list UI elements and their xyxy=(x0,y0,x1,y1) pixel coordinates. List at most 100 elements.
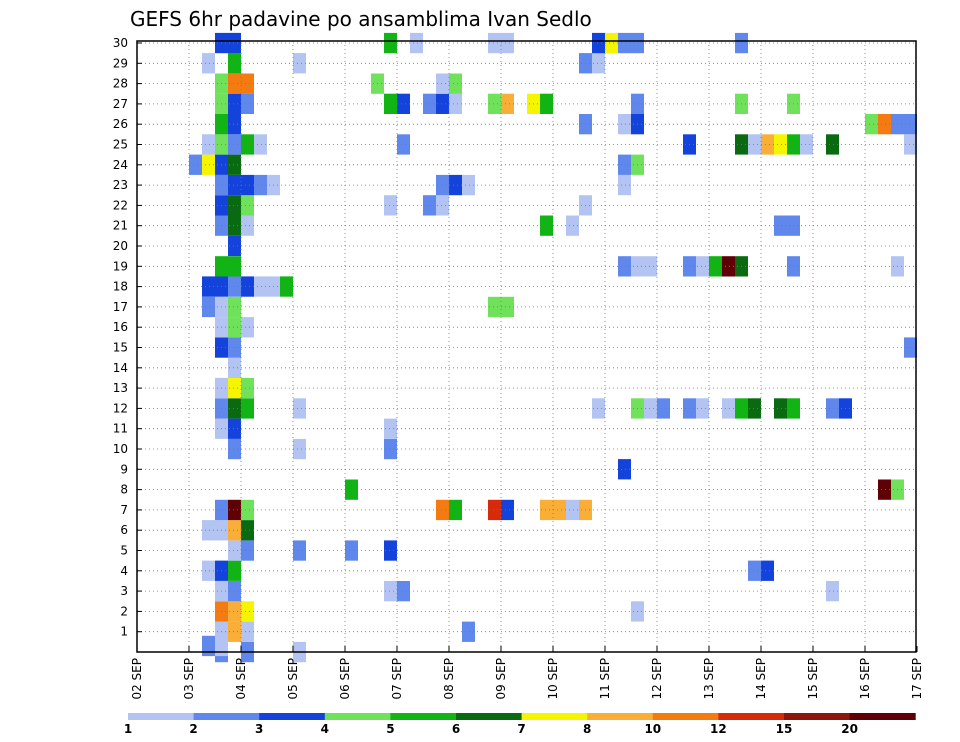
heat-cell xyxy=(202,520,215,541)
heat-cell xyxy=(384,438,397,460)
heat-cell xyxy=(228,256,241,277)
x-tick-label: 04 SEP xyxy=(234,658,248,700)
heat-cell xyxy=(228,357,241,378)
heat-cell xyxy=(228,418,241,439)
heat-cell xyxy=(436,195,449,216)
heat-cell xyxy=(202,154,215,175)
heat-cell xyxy=(384,418,397,439)
heat-cell xyxy=(241,93,254,114)
heat-cell xyxy=(800,134,813,155)
heat-cell xyxy=(293,438,306,460)
heat-cell xyxy=(748,560,761,581)
heat-cell xyxy=(241,195,254,216)
heat-cell xyxy=(228,195,241,216)
y-tick-label: 15 xyxy=(113,341,128,355)
y-tick-label: 29 xyxy=(113,56,128,70)
x-tick-label: 10 SEP xyxy=(546,658,560,700)
y-tick-label: 13 xyxy=(113,381,128,395)
heat-cell xyxy=(202,53,215,74)
colorbar-segment xyxy=(128,713,195,720)
heat-cell xyxy=(761,560,774,581)
heat-cell xyxy=(761,134,774,155)
heat-cell xyxy=(449,93,462,114)
colorbar-segment xyxy=(718,713,785,720)
colorbar-segment xyxy=(521,713,588,720)
heat-cell xyxy=(696,256,709,277)
y-tick-label: 17 xyxy=(113,300,128,314)
heat-cell xyxy=(228,499,241,521)
x-tick-label: 03 SEP xyxy=(182,658,196,700)
x-tick-label: 13 SEP xyxy=(702,658,716,700)
heat-cell xyxy=(592,398,605,419)
heat-cell xyxy=(228,581,241,602)
y-tick-label: 10 xyxy=(113,442,128,456)
heat-cell xyxy=(228,154,241,175)
y-tick-label: 9 xyxy=(120,462,128,476)
heat-cell xyxy=(449,73,462,94)
chart-title: GEFS 6hr padavine po ansamblima Ivan Sed… xyxy=(130,7,592,31)
heat-cell xyxy=(774,398,787,419)
cells-layer xyxy=(189,32,917,663)
heat-cell xyxy=(241,398,254,419)
heat-cell xyxy=(228,317,241,338)
colorbar-segment xyxy=(587,713,654,720)
heat-cell xyxy=(241,174,254,196)
colorbar-label: 4 xyxy=(321,722,329,736)
heat-cell xyxy=(228,134,241,155)
heat-cell xyxy=(241,377,254,399)
heat-cell xyxy=(293,540,306,561)
heat-cell xyxy=(241,520,254,541)
heat-cell xyxy=(384,540,397,561)
heat-cell xyxy=(878,479,891,500)
heat-cell xyxy=(397,93,410,114)
colorbar-label: 15 xyxy=(776,722,793,736)
heat-cell xyxy=(501,499,514,521)
y-tick-label: 2 xyxy=(120,604,128,618)
heat-cell xyxy=(241,540,254,561)
x-tick-label: 11 SEP xyxy=(598,658,612,700)
heat-cell xyxy=(202,560,215,581)
colorbar-label: 5 xyxy=(386,722,394,736)
heat-cell xyxy=(228,174,241,196)
heat-cell xyxy=(540,215,553,236)
heat-cell xyxy=(644,256,657,277)
heat-cell xyxy=(540,499,553,521)
y-tick-label: 18 xyxy=(113,280,128,294)
heat-cell xyxy=(189,154,202,175)
y-tick-label: 7 xyxy=(120,503,128,517)
heat-cell xyxy=(488,296,501,318)
heat-cell xyxy=(202,134,215,155)
x-tick-label: 12 SEP xyxy=(650,658,664,700)
heat-cell xyxy=(566,499,579,521)
heat-cell xyxy=(254,276,267,297)
heat-cell xyxy=(345,540,358,561)
heat-cell xyxy=(618,459,631,480)
heat-cell xyxy=(293,53,306,74)
colorbar-label: 12 xyxy=(710,722,727,736)
heat-cell xyxy=(384,32,397,54)
heat-cell xyxy=(293,398,306,419)
heat-cell xyxy=(865,114,878,135)
heat-cell xyxy=(462,174,475,196)
heat-cell xyxy=(254,134,267,155)
heat-cell xyxy=(241,601,254,622)
heat-cell xyxy=(826,398,839,419)
heat-cell xyxy=(540,93,553,114)
heat-cell xyxy=(241,134,254,155)
heat-cell xyxy=(449,174,462,196)
heat-cell xyxy=(254,174,267,196)
y-tick-label: 16 xyxy=(113,320,128,334)
heat-cell xyxy=(228,398,241,419)
heat-cell xyxy=(566,215,579,236)
colorbar-segment xyxy=(193,713,260,720)
heat-cell xyxy=(228,520,241,541)
heat-cell xyxy=(488,32,501,54)
heat-cell xyxy=(280,276,293,297)
heat-cell xyxy=(618,174,631,196)
x-tick-label: 08 SEP xyxy=(442,658,456,700)
heat-cell xyxy=(774,134,787,155)
y-tick-label: 24 xyxy=(113,158,128,172)
y-tick-label: 4 xyxy=(120,564,128,578)
heat-cell xyxy=(241,276,254,297)
